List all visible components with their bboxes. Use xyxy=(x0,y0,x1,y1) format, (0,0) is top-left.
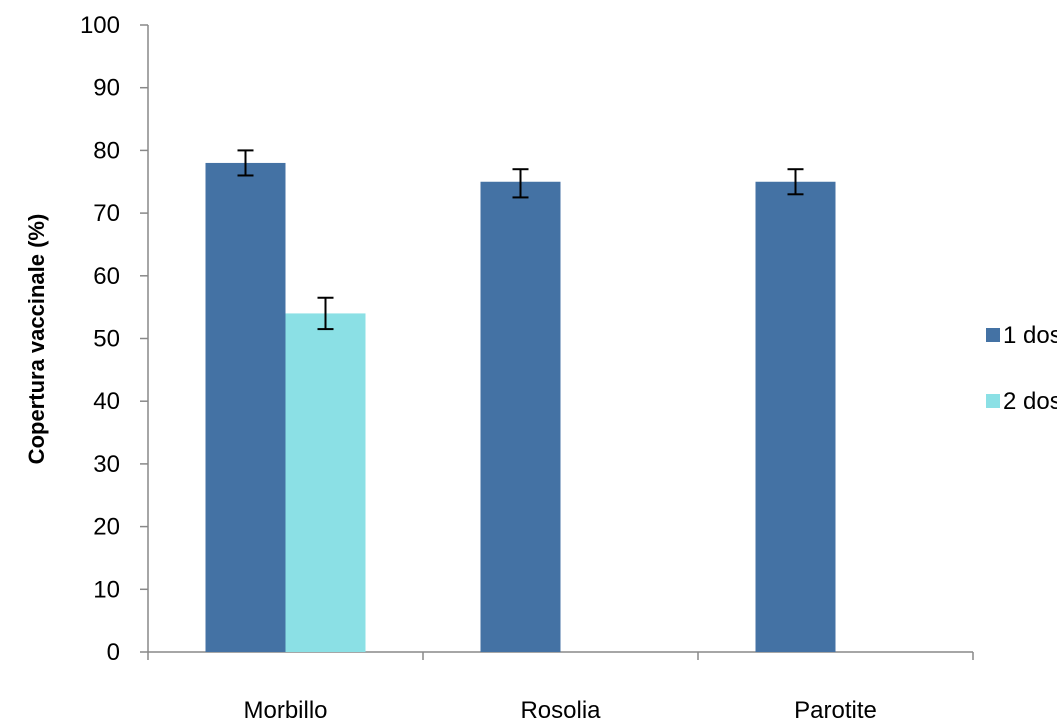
y-tick-label: 20 xyxy=(93,514,120,541)
y-axis-label: Copertura vaccinale (%) xyxy=(24,214,49,465)
x-tick-label: Morbillo xyxy=(243,697,327,724)
legend-swatch xyxy=(986,328,1000,342)
y-tick-label: 0 xyxy=(107,639,120,666)
legend-label: 2 dosi xyxy=(1003,388,1057,415)
error-bars xyxy=(237,149,804,331)
x-tick-label: Parotite xyxy=(794,697,877,724)
y-tick-label: 90 xyxy=(93,75,120,102)
legend: 1 dose 2 dosi xyxy=(986,322,1057,415)
y-tick-label: 80 xyxy=(93,137,120,164)
bars xyxy=(205,162,836,652)
y-axis: 0 10 20 30 40 50 60 70 80 90 100 xyxy=(80,12,149,666)
y-tick-label: 50 xyxy=(93,326,120,353)
x-axis: Morbillo Rosolia Parotite xyxy=(147,651,974,724)
legend-label: 1 dose xyxy=(1003,322,1057,349)
y-tick-label: 70 xyxy=(93,200,120,227)
bar xyxy=(285,313,366,652)
bar xyxy=(205,162,286,652)
x-tick-label: Rosolia xyxy=(520,697,601,724)
y-tick-label: 10 xyxy=(93,576,120,603)
y-tick-label: 60 xyxy=(93,263,120,290)
bar xyxy=(480,181,561,652)
legend-swatch xyxy=(986,394,1000,408)
y-tick-label: 30 xyxy=(93,451,120,478)
y-tick-label: 100 xyxy=(80,12,120,39)
y-tick-label: 40 xyxy=(93,388,120,415)
bar xyxy=(755,181,836,652)
